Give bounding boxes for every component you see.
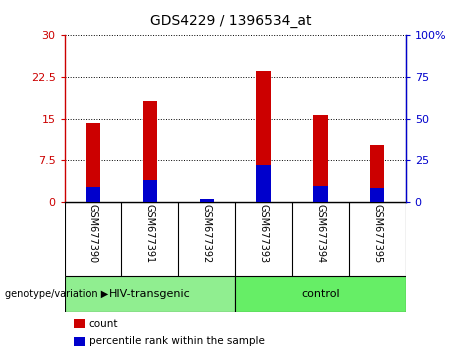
Bar [143,101,157,202]
Text: GSM677390: GSM677390 [88,204,98,263]
Bar [143,180,157,202]
Bar [370,145,384,202]
Text: GSM677395: GSM677395 [372,204,382,263]
Text: GSM677393: GSM677393 [259,204,269,263]
Bar [313,115,327,202]
Text: GSM677394: GSM677394 [315,204,325,263]
Bar [313,186,327,202]
Text: HIV-transgenic: HIV-transgenic [109,289,191,299]
Bar [256,165,271,202]
Bar [86,187,100,202]
Bar [370,188,384,202]
Bar [256,72,271,202]
Bar [200,199,214,202]
Bar [235,276,406,312]
Text: control: control [301,289,340,299]
Bar [86,123,100,202]
Text: count: count [89,319,118,329]
Text: GSM677392: GSM677392 [201,204,212,263]
Text: GSM677391: GSM677391 [145,204,155,263]
Bar [65,276,235,312]
Text: percentile rank within the sample: percentile rank within the sample [89,336,265,346]
Text: GDS4229 / 1396534_at: GDS4229 / 1396534_at [150,14,311,28]
Text: genotype/variation ▶: genotype/variation ▶ [5,289,108,299]
